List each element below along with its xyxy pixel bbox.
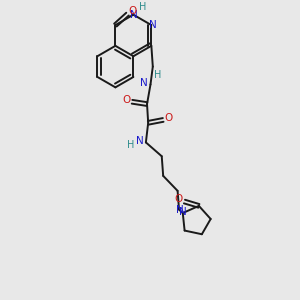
Text: O: O [129,6,137,16]
Text: O: O [122,95,130,105]
Text: N: N [179,208,187,218]
Text: O: O [175,194,183,204]
Text: H: H [139,2,146,13]
Text: N: N [130,10,138,20]
Text: O: O [165,113,173,124]
Text: N: N [136,136,143,146]
Text: N: N [148,20,156,30]
Text: N: N [176,205,184,214]
Text: N: N [140,78,148,88]
Text: H: H [154,70,161,80]
Text: H: H [127,140,135,150]
